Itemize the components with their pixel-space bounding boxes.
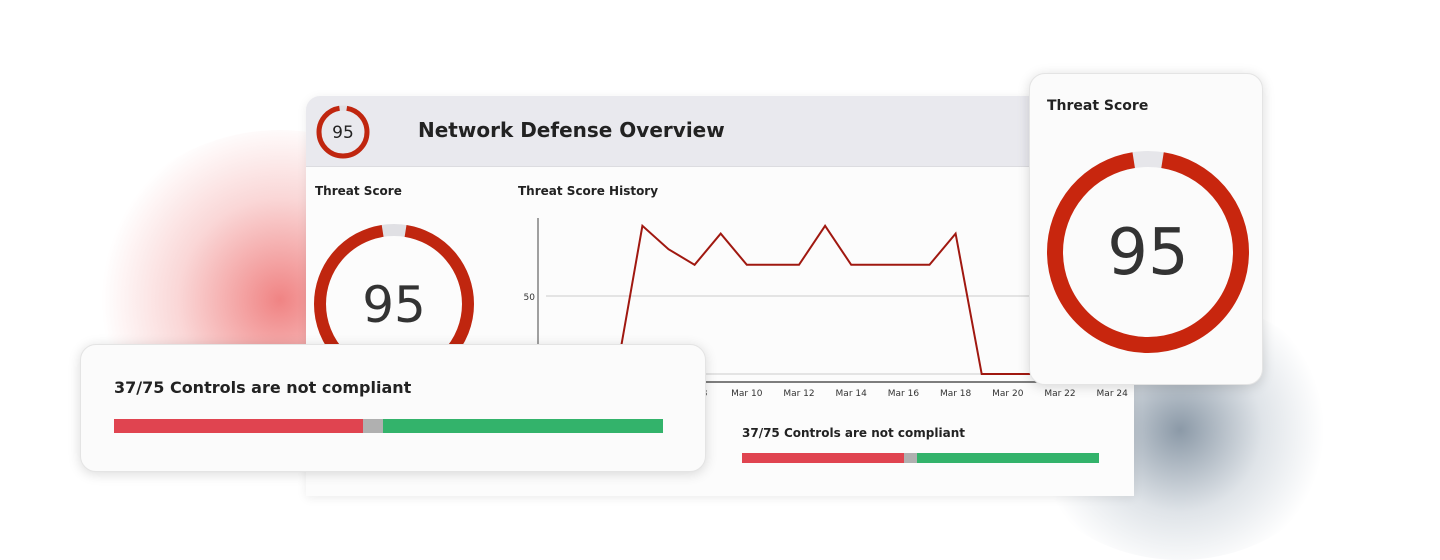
x-tick-label: Mar 14 (836, 389, 868, 399)
x-tick-label: Mar 12 (783, 389, 814, 399)
unknown-segment (904, 453, 917, 463)
compliance-label-inner: 37/75 Controls are not compliant (742, 426, 965, 440)
y-tick-label: 50 (524, 293, 536, 303)
x-tick-label: Mar 22 (1044, 389, 1075, 399)
compliant-segment (383, 419, 663, 433)
threat-score-card-title: Threat Score (1047, 98, 1148, 114)
non-compliant-segment (114, 419, 363, 433)
compliance-bar (114, 419, 663, 433)
compliance-label: 37/75 Controls are not compliant (114, 378, 411, 397)
x-tick-label: Mar 24 (1097, 389, 1129, 399)
unknown-segment (363, 419, 383, 433)
threat-score-card-gauge: 95 (1046, 150, 1250, 354)
compliant-segment (917, 453, 1099, 463)
threat-score-card: Threat Score 95 (1029, 73, 1263, 385)
x-tick-label: Mar 16 (888, 389, 920, 399)
x-tick-label: Mar 20 (992, 389, 1024, 399)
x-tick-label: Mar 18 (940, 389, 972, 399)
x-tick-label: Mar 10 (731, 389, 763, 399)
compliance-card: 37/75 Controls are not compliant (80, 344, 706, 472)
non-compliant-segment (742, 453, 904, 463)
compliance-bar-inner (742, 453, 1099, 463)
threat-score-card-value: 95 (1107, 216, 1188, 290)
